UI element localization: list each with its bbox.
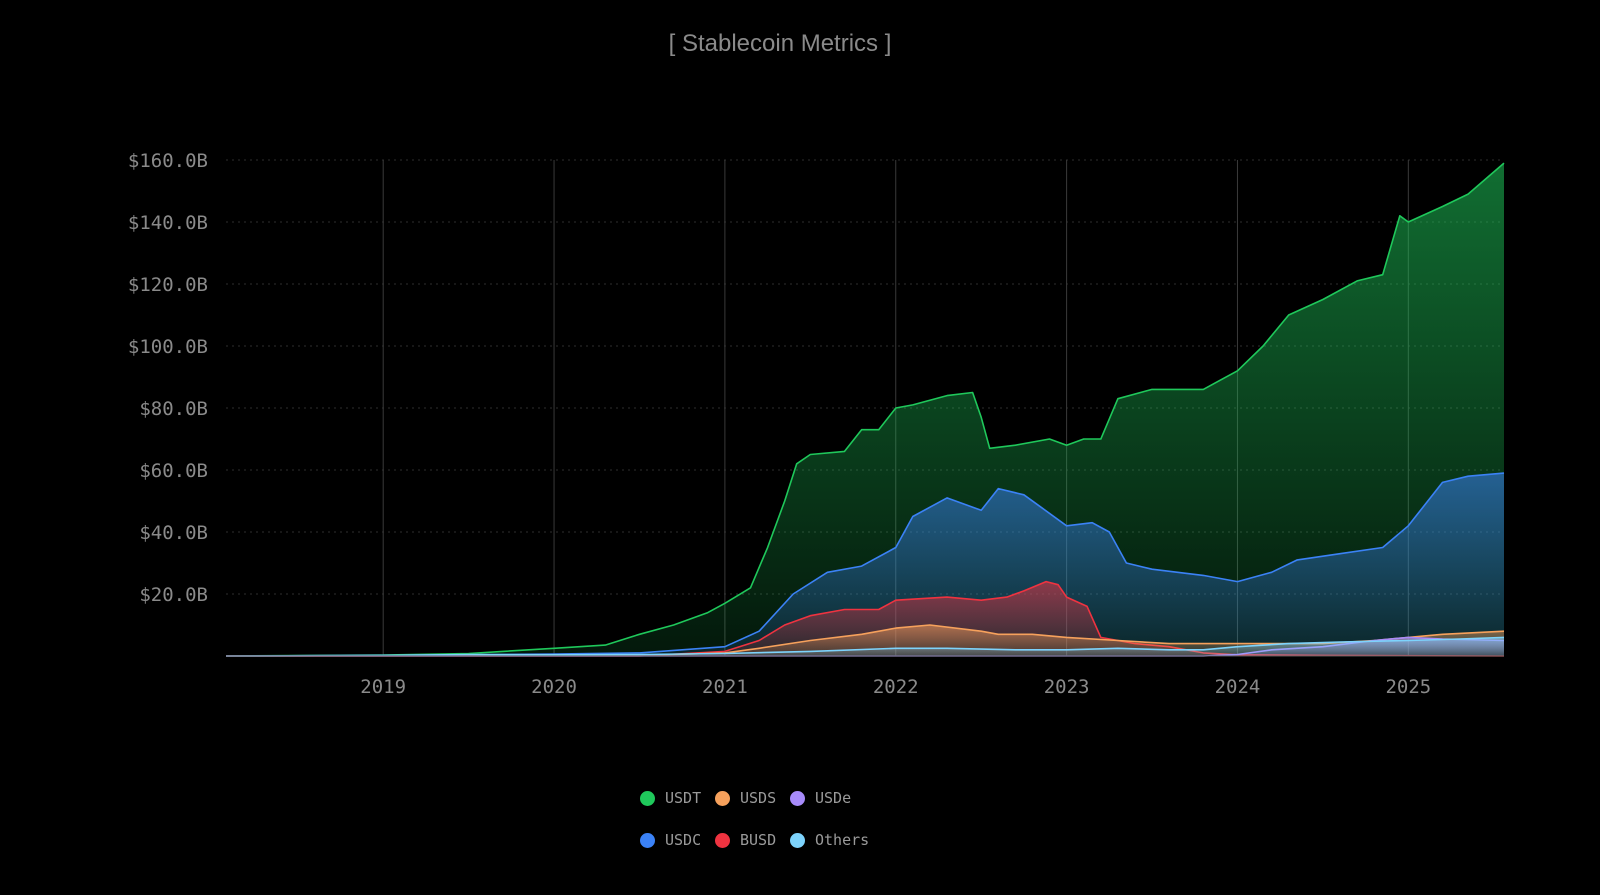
chart-title: [ Stablecoin Metrics ] [668,30,892,57]
legend-item-busd[interactable]: BUSD [715,831,790,849]
legend-usds-dot [715,790,730,806]
y-tick-label: $20.0B [139,584,208,606]
legend-item-others[interactable]: Others [790,831,869,849]
chart-legend: USDT USDS USDe USDC BUSD Others [640,789,920,849]
legend-item-usds[interactable]: USDS [715,789,790,807]
x-tick-label: 2019 [360,676,406,698]
legend-item-usdt[interactable]: USDT [640,789,715,807]
x-tick-label: 2023 [1044,676,1090,698]
x-tick-label: 2025 [1385,676,1431,698]
legend-busd-dot [715,832,730,848]
legend-item-usdc[interactable]: USDC [640,831,715,849]
series-area-usdt [226,163,1504,656]
x-tick-label: 2024 [1215,676,1261,698]
y-tick-label: $40.0B [139,522,208,544]
y-tick-label: $120.0B [128,274,208,296]
series-line-others [225,636,1505,657]
series-area-others [226,637,1504,656]
series-line-usdt [225,162,1505,657]
legend-usdt-dot [640,790,655,806]
legend-others-label: Others [815,831,870,849]
x-tick-label: 2020 [531,676,577,698]
y-tick-label: $160.0B [128,150,208,172]
y-tick-label: $80.0B [139,398,208,420]
legend-others-dot [790,832,805,848]
y-tick-label: $140.0B [128,212,208,234]
y-tick-label: $100.0B [128,336,208,358]
legend-usdt-label: USDT [665,789,702,807]
legend-usde-dot [790,790,805,806]
x-tick-label: 2022 [873,676,919,698]
y-tick-label: $60.0B [139,460,208,482]
legend-usde-label: USDe [815,789,852,807]
legend-usdc-dot [640,832,655,848]
legend-usds-label: USDS [740,789,777,807]
series-area-busd [226,581,1504,656]
legend-usdc-label: USDC [665,831,702,849]
x-tick-label: 2021 [702,676,748,698]
legend-item-usde[interactable]: USDe [790,789,865,807]
legend-busd-label: BUSD [740,831,777,849]
series-area-usds [226,625,1504,656]
series-line-usdc [225,472,1505,657]
